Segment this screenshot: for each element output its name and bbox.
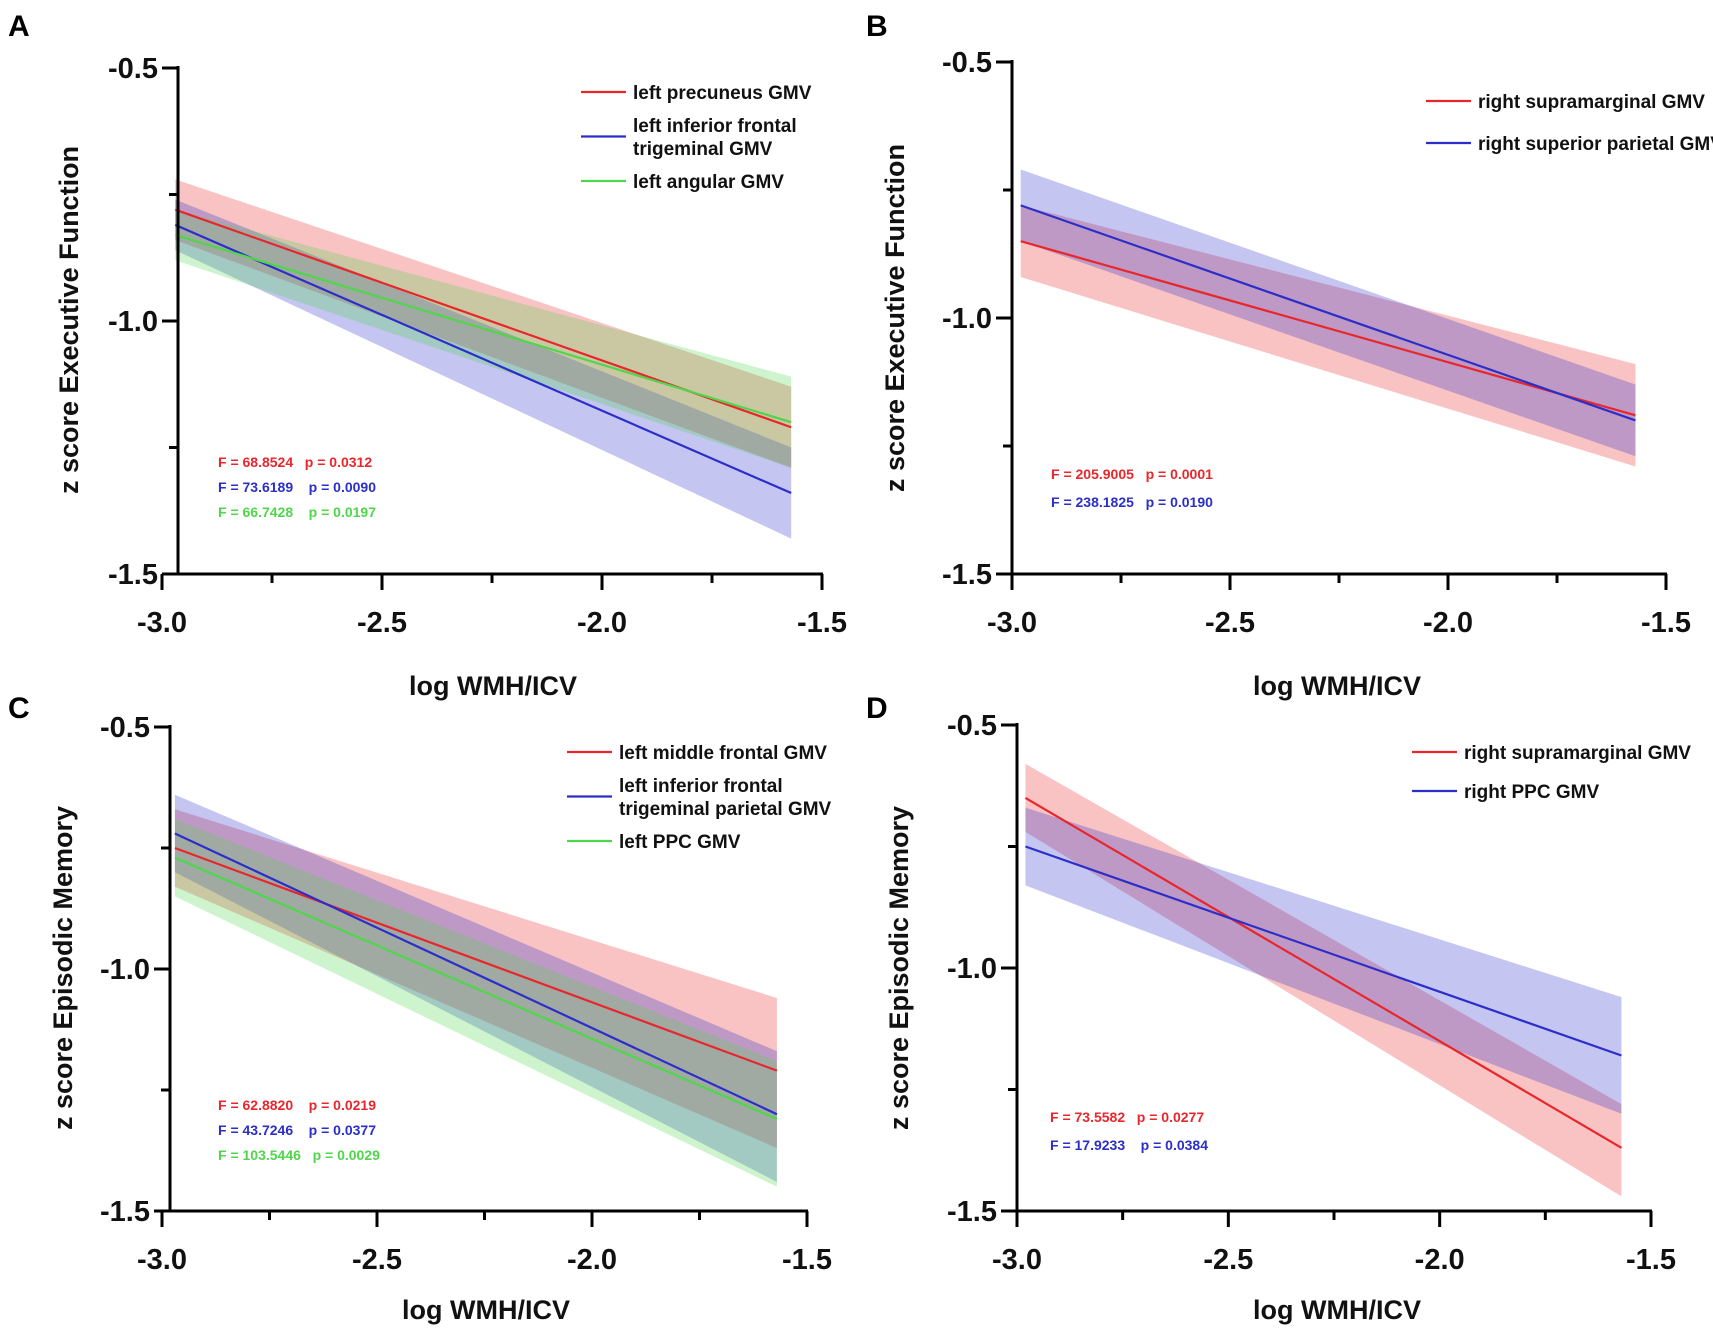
regression-line-1 [1020,204,1636,422]
regression-line-0 [174,846,778,1072]
x-tick-label: -1.5 [1626,1244,1676,1276]
y-tick-label: -1.0 [947,953,997,985]
legend-label-0: right supramarginal GMV [1464,743,1691,764]
y-tick-label: -1.5 [100,1196,150,1228]
stat-label-2: F = 103.5446 p = 0.0029 [218,1147,380,1163]
legend-label-1: left inferior frontal [619,776,783,797]
ci-band-0 [1020,205,1636,467]
stat-label-1: F = 43.7246 p = 0.0377 [218,1122,376,1138]
x-tick-label: -3.0 [137,607,187,639]
x-tick-label: -3.0 [992,1244,1042,1276]
y-axis-title: z score Episodic Memory [884,806,914,1130]
legend-label-0: right supramarginal GMV [1478,92,1705,113]
x-tick-label: -2.5 [357,607,407,639]
x-tick-label: -2.0 [1415,1244,1465,1276]
panel-d: D -0.5 -1.0 -1.5 -3.0 -2.5 -2.0 -1.5 log WMH/ICV… [866,692,1691,1325]
x-axis-title: log WMH/ICV [1253,671,1421,701]
stat-label-0: F = 73.5582 p = 0.0277 [1050,1109,1204,1125]
y-tick-label: -1.5 [108,559,158,591]
x-tick-label: -3.0 [137,1244,187,1276]
legend-label-1: right superior parietal GMV [1478,134,1713,155]
x-tick-label: -2.5 [1205,607,1255,639]
regression-line-2 [174,856,778,1121]
legend-label-1: left inferior frontal [633,116,797,137]
x-tick-label: -2.5 [1203,1244,1253,1276]
panel-letter: A [8,10,30,43]
legend-label-2: left PPC GMV [619,832,741,853]
panel-c: C -0.5 -1.0 -1.5 -3.0 -2.5 -2.0 -1.5 log WMH/ICV… [8,692,832,1325]
ci-band-1 [1025,807,1622,1114]
regression-line-1 [174,223,792,495]
y-axis-title: z score Executive Function [880,144,910,492]
stat-label-1: F = 17.9233 p = 0.0384 [1050,1137,1208,1153]
legend-label-0: left precuneus GMV [633,83,812,104]
legend-label-1: right PPC GMV [1464,782,1599,803]
y-tick-label: -1.0 [108,306,158,338]
x-tick-label: -2.0 [1423,607,1473,639]
x-tick-label: -1.5 [782,1244,832,1276]
x-tick-label: -2.0 [567,1244,617,1276]
stat-label-2: F = 66.7428 p = 0.0197 [218,504,376,520]
x-tick-label: -3.0 [987,607,1037,639]
regression-line-1 [1025,845,1622,1057]
ci-band-2 [174,818,777,1187]
panel-a: A -0.5 -1.0 -1.5 -3.0 -2.5 -2.0 -1.5 log WMH/ICV… [8,10,847,701]
regression-line-0 [1024,796,1622,1149]
stat-label-0: F = 62.8820 p = 0.0219 [218,1097,376,1113]
legend-label-1: trigeminal parietal GMV [619,799,832,820]
y-tick-label: -0.5 [942,47,992,79]
ci-band-1 [175,199,792,539]
panel-letter: D [866,692,888,725]
ci-band-0 [1025,763,1622,1197]
y-tick-label: -0.5 [947,710,997,742]
legend-label-2: left angular GMV [633,172,784,193]
panel-letter: C [8,692,30,725]
x-tick-label: -2.0 [577,607,627,639]
stat-label-1: F = 73.6189 p = 0.0090 [218,479,376,495]
y-axis-title: z score Executive Function [54,146,84,494]
x-tick-label: -2.5 [352,1244,402,1276]
y-tick-label: -1.0 [100,954,150,986]
legend-label-0: left middle frontal GMV [619,743,827,764]
y-tick-label: -0.5 [108,53,158,85]
ci-band-0 [174,809,777,1149]
ci-band-0 [175,179,792,468]
y-tick-label: -0.5 [100,712,150,744]
x-axis-title: log WMH/ICV [1253,1295,1421,1325]
x-tick-label: -1.5 [1641,607,1691,639]
stat-label-0: F = 68.8524 p = 0.0312 [218,454,372,470]
regression-line-1 [174,832,778,1116]
x-axis-title: log WMH/ICV [402,1295,570,1325]
y-tick-label: -1.5 [947,1196,997,1228]
panel-letter: B [866,10,888,43]
regression-line-0 [1020,240,1636,417]
x-tick-label: -1.5 [797,607,847,639]
legend-label-1: trigeminal GMV [633,139,773,160]
ci-band-2 [175,209,792,468]
regression-line-2 [174,233,792,424]
stat-label-1: F = 238.1825 p = 0.0190 [1051,494,1213,510]
y-tick-label: -1.5 [942,559,992,591]
stat-label-0: F = 205.9005 p = 0.0001 [1051,466,1213,482]
x-axis-title: log WMH/ICV [409,671,577,701]
y-tick-label: -1.0 [942,303,992,335]
panel-b: B -0.5 -1.0 -1.5 -3.0 -2.5 -2.0 -1.5 log WMH/ICV… [866,10,1713,701]
y-axis-title: z score Episodic Memory [48,806,78,1130]
